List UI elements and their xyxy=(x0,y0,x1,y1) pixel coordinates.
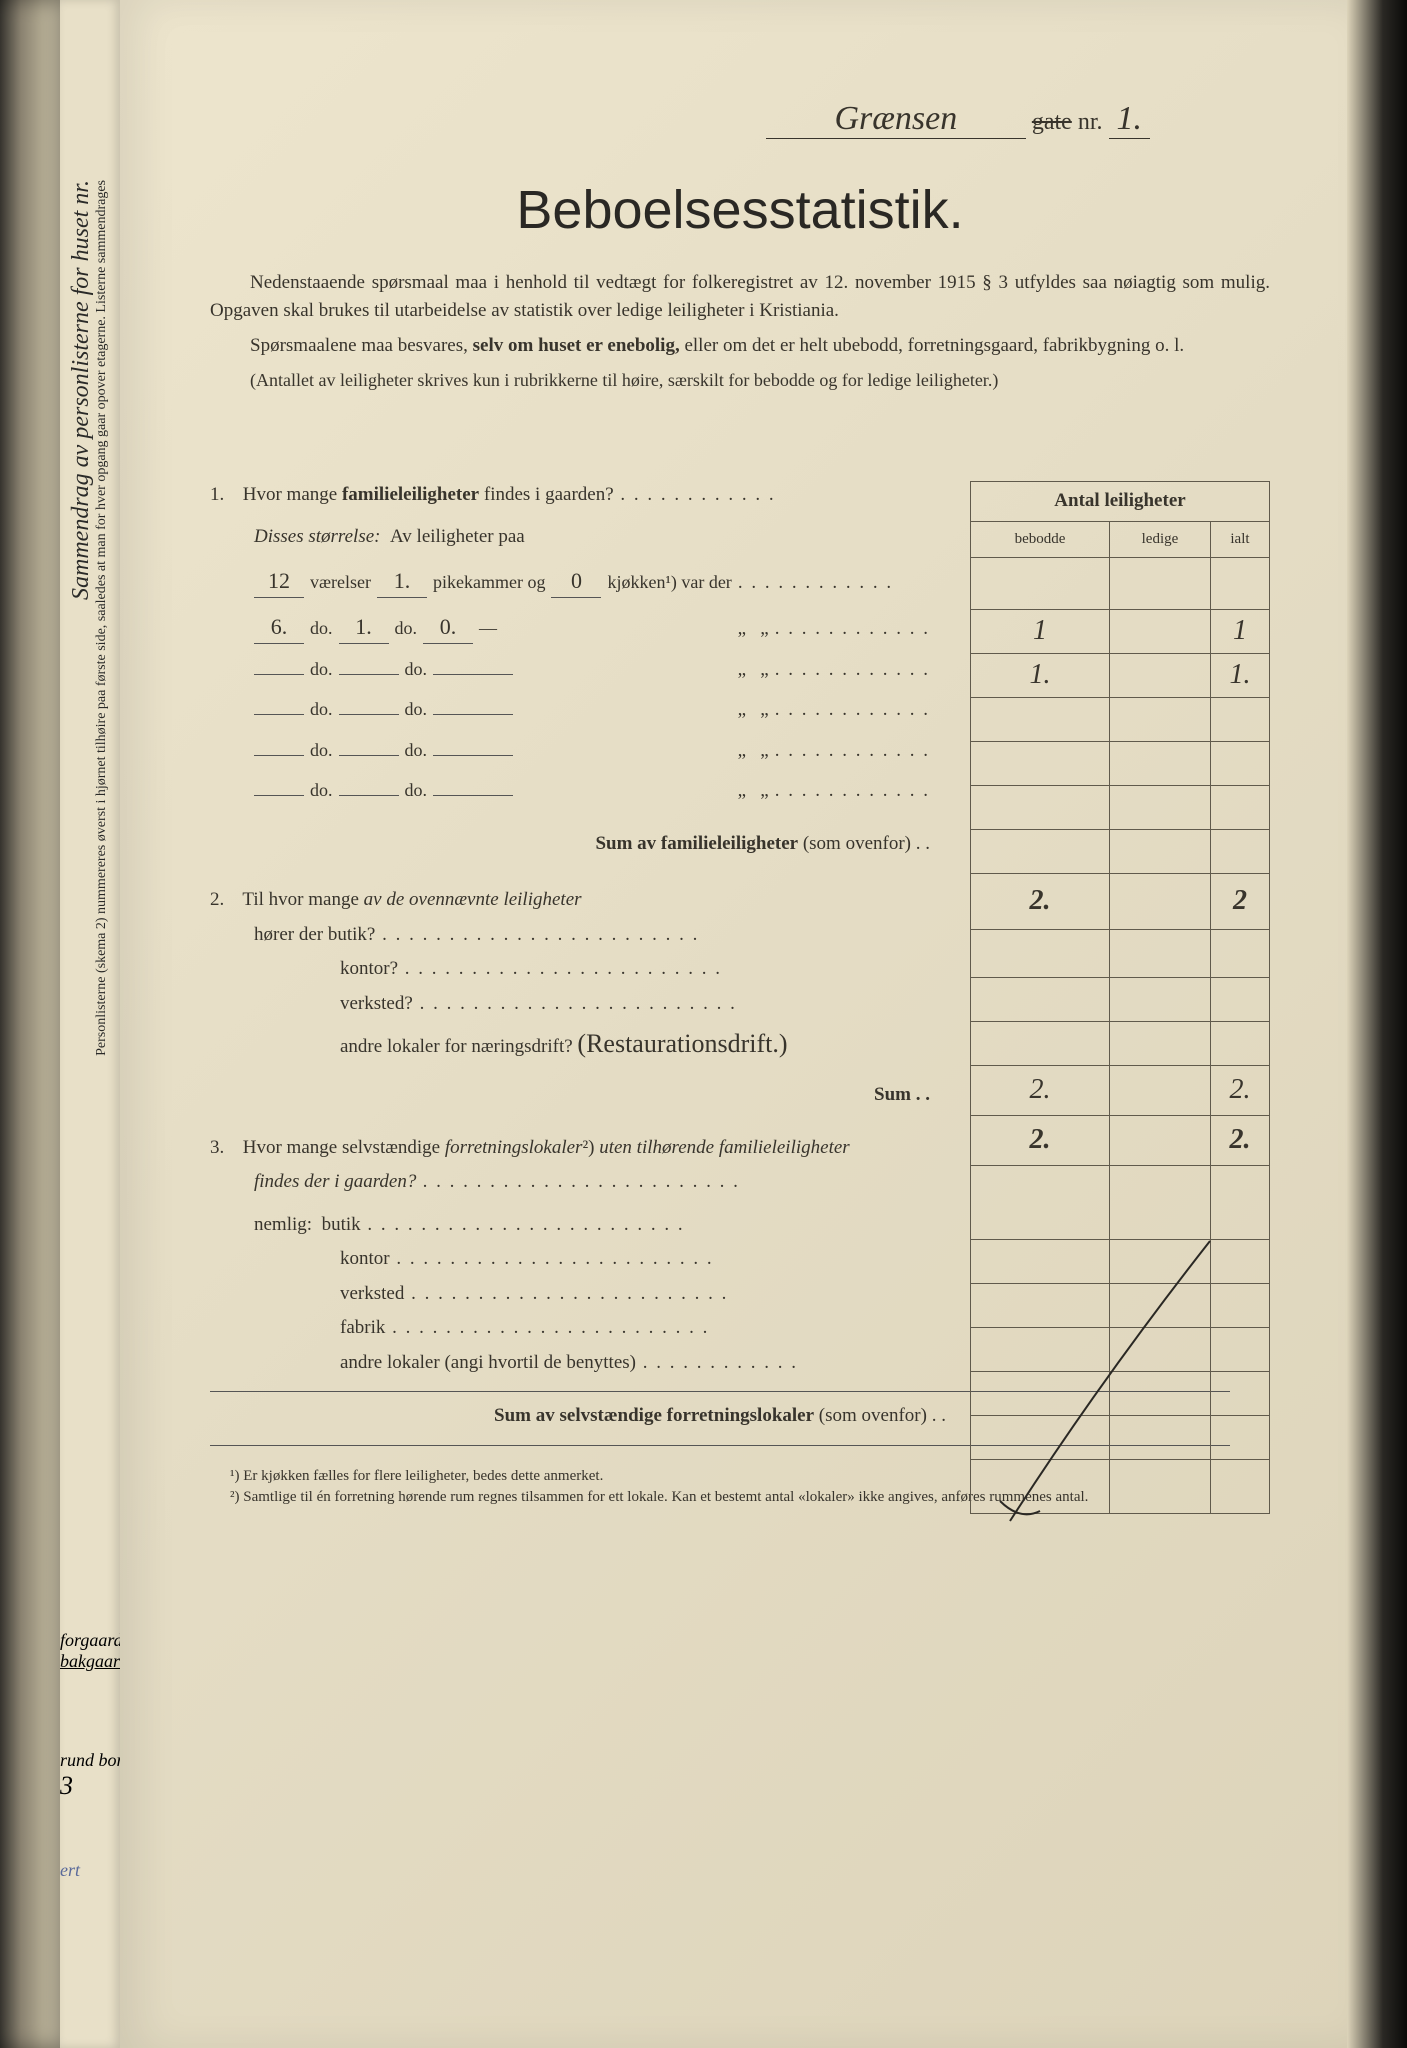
questions-block: 1. Hvor mange familieleiligheter findes … xyxy=(210,481,930,1446)
intro-p2: Spørsmaalene maa besvares, selv om huset… xyxy=(210,332,1270,360)
question-3: 3. Hvor mange selvstændige forretningslo… xyxy=(210,1134,930,1378)
sidebar-vertical-text: Sammendrag av personlisterne for huset n… xyxy=(68,180,108,1580)
right-dark-edge xyxy=(1347,0,1407,2048)
intro-p1: Nedenstaaende spørsmaal maa i henhold ti… xyxy=(210,269,1270,324)
col-bebodde: bebodde xyxy=(971,521,1110,557)
sidebar-title: Sammendrag av personlisterne for huset n… xyxy=(68,180,95,600)
side-ert: ert xyxy=(60,1860,80,1881)
page-title: Beboelsesstatistik. xyxy=(210,179,1270,241)
header-line: Grænsen gate nr. 1. xyxy=(210,100,1270,139)
sidebar-small: Personlisterne (skema 2) nummereres øver… xyxy=(94,180,110,1056)
gate-struck: gate xyxy=(1032,109,1072,135)
form-area: Antal leiligheter bebodde ledige ialt 11… xyxy=(210,481,1270,1446)
document-page: Grænsen gate nr. 1. Beboelsesstatistik. … xyxy=(120,0,1350,2048)
question-1: 1. Hvor mange familieleiligheter findes … xyxy=(210,481,930,859)
street-name: Grænsen xyxy=(766,100,1026,139)
count-table: Antal leiligheter bebodde ledige ialt 11… xyxy=(970,481,1270,1514)
side-rund-bor: rund bor 3 xyxy=(60,1750,124,1801)
col-ledige: ledige xyxy=(1110,521,1211,557)
intro-note: (Antallet av leiligheter skrives kun i r… xyxy=(210,368,1270,393)
table-header-top: Antal leiligheter xyxy=(971,481,1270,521)
nr-value: 1. xyxy=(1109,100,1151,139)
nr-label: nr. xyxy=(1078,109,1103,135)
handwritten-restauration: (Restaurationsdrift.) xyxy=(577,1029,787,1058)
question-2: 2. Til hvor mange av de ovennævnte leili… xyxy=(210,886,930,1110)
col-ialt: ialt xyxy=(1210,521,1269,557)
